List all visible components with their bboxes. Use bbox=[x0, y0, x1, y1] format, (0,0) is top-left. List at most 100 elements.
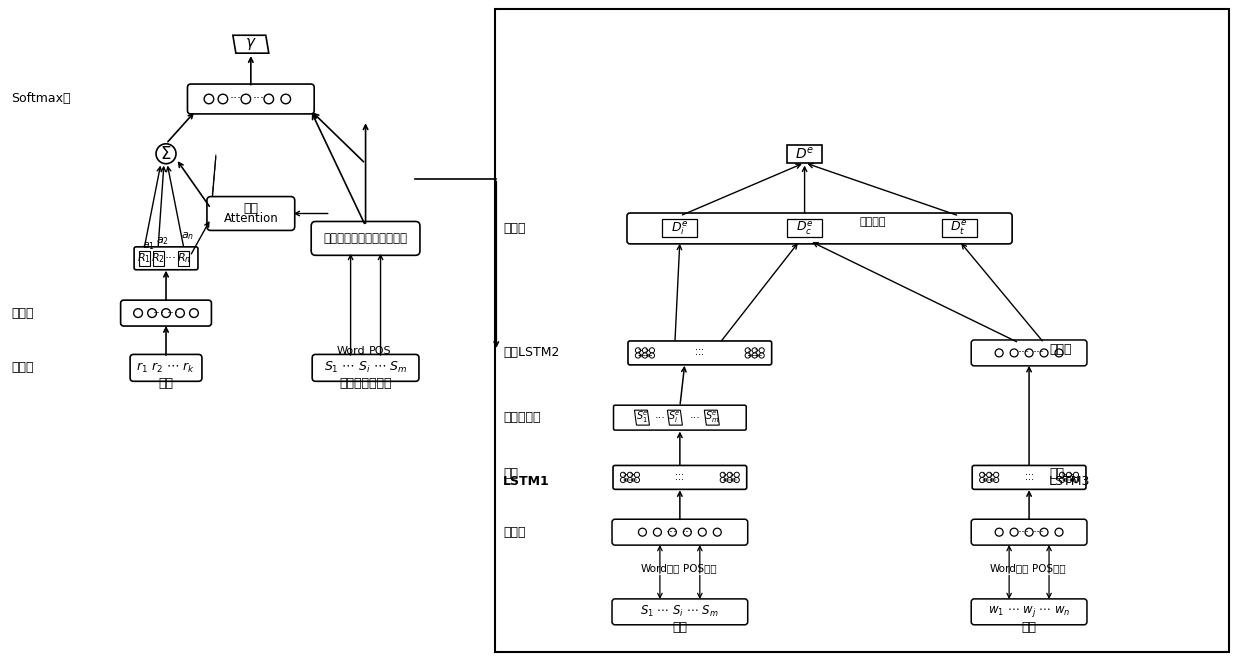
Text: 摘要: 摘要 bbox=[672, 621, 687, 635]
Text: $D_c^e$: $D_c^e$ bbox=[796, 220, 813, 237]
Text: Word索引: Word索引 bbox=[990, 564, 1029, 574]
Text: ···: ··· bbox=[666, 526, 678, 538]
Text: ···: ··· bbox=[1024, 475, 1034, 485]
Circle shape bbox=[1066, 472, 1071, 478]
Text: ···: ··· bbox=[676, 470, 684, 480]
FancyBboxPatch shape bbox=[614, 405, 746, 430]
Text: Attention: Attention bbox=[223, 212, 278, 225]
Circle shape bbox=[642, 353, 647, 358]
Circle shape bbox=[1011, 349, 1018, 357]
Text: 摘要和文章标题: 摘要和文章标题 bbox=[340, 377, 392, 390]
Text: ···: ··· bbox=[1033, 347, 1045, 359]
Text: POS索引: POS索引 bbox=[683, 564, 717, 574]
Circle shape bbox=[734, 478, 739, 482]
Circle shape bbox=[720, 472, 725, 478]
Text: 输入层: 输入层 bbox=[11, 361, 33, 374]
Circle shape bbox=[1025, 528, 1033, 536]
Circle shape bbox=[993, 472, 998, 478]
Circle shape bbox=[1074, 478, 1079, 482]
Bar bbox=[179, 251, 190, 266]
Circle shape bbox=[1040, 528, 1048, 536]
Circle shape bbox=[635, 353, 641, 358]
Text: $a_2$: $a_2$ bbox=[155, 235, 169, 246]
Bar bbox=[787, 220, 822, 237]
Circle shape bbox=[190, 309, 198, 317]
Circle shape bbox=[713, 528, 722, 536]
Text: $a_1$: $a_1$ bbox=[141, 240, 155, 252]
Text: 双向: 双向 bbox=[1049, 468, 1064, 480]
Text: 双向LSTM2: 双向LSTM2 bbox=[503, 347, 559, 359]
Circle shape bbox=[996, 349, 1003, 357]
Circle shape bbox=[281, 94, 290, 104]
Text: 知识: 知识 bbox=[243, 202, 258, 215]
Text: $\Sigma$: $\Sigma$ bbox=[160, 145, 171, 163]
Circle shape bbox=[1059, 472, 1065, 478]
Circle shape bbox=[635, 348, 641, 353]
Text: $D_t^e$: $D_t^e$ bbox=[951, 220, 968, 237]
Circle shape bbox=[639, 528, 646, 536]
Circle shape bbox=[218, 94, 228, 104]
Bar bbox=[941, 220, 977, 237]
Circle shape bbox=[642, 348, 647, 353]
Circle shape bbox=[650, 353, 655, 358]
Circle shape bbox=[650, 348, 655, 353]
Text: 句子级向量: 句子级向量 bbox=[503, 411, 541, 424]
Circle shape bbox=[653, 528, 661, 536]
Polygon shape bbox=[667, 410, 682, 425]
Circle shape bbox=[753, 348, 758, 353]
Polygon shape bbox=[233, 35, 269, 53]
FancyBboxPatch shape bbox=[627, 341, 771, 365]
Circle shape bbox=[698, 528, 707, 536]
Circle shape bbox=[635, 478, 640, 482]
Circle shape bbox=[727, 478, 733, 482]
FancyBboxPatch shape bbox=[613, 466, 746, 490]
Circle shape bbox=[987, 478, 992, 482]
Text: $\gamma$: $\gamma$ bbox=[246, 36, 257, 52]
Circle shape bbox=[156, 144, 176, 164]
FancyBboxPatch shape bbox=[207, 196, 295, 230]
Text: ···: ··· bbox=[153, 307, 165, 319]
Text: $w_1\ \cdots\ w_j\ \cdots\ w_n$: $w_1\ \cdots\ w_j\ \cdots\ w_n$ bbox=[988, 605, 1070, 619]
FancyBboxPatch shape bbox=[312, 355, 419, 381]
Text: ···: ··· bbox=[655, 413, 666, 423]
Circle shape bbox=[745, 348, 750, 353]
Text: 知识: 知识 bbox=[159, 377, 174, 390]
Circle shape bbox=[635, 472, 640, 478]
Text: POS索引: POS索引 bbox=[1032, 564, 1066, 574]
Circle shape bbox=[720, 478, 725, 482]
Text: $r_1\ r_2\ \cdots\ r_k$: $r_1\ r_2\ \cdots\ r_k$ bbox=[136, 361, 196, 375]
Circle shape bbox=[1074, 472, 1079, 478]
Circle shape bbox=[1055, 528, 1063, 536]
FancyBboxPatch shape bbox=[187, 84, 314, 114]
Bar bbox=[662, 220, 697, 237]
FancyBboxPatch shape bbox=[613, 599, 748, 625]
FancyBboxPatch shape bbox=[613, 519, 748, 545]
Text: ···: ··· bbox=[253, 92, 265, 106]
Text: ···: ··· bbox=[1018, 526, 1030, 538]
Text: ···: ··· bbox=[682, 526, 694, 538]
Circle shape bbox=[759, 353, 764, 358]
Circle shape bbox=[727, 472, 733, 478]
Text: ···: ··· bbox=[1024, 470, 1034, 480]
Circle shape bbox=[620, 472, 626, 478]
Text: Softmax层: Softmax层 bbox=[11, 92, 71, 106]
Circle shape bbox=[980, 478, 985, 482]
FancyBboxPatch shape bbox=[134, 247, 198, 270]
Circle shape bbox=[996, 528, 1003, 536]
Text: 学习文章基本语义的子模型: 学习文章基本语义的子模型 bbox=[324, 232, 408, 245]
Text: ···: ··· bbox=[165, 252, 177, 265]
Bar bbox=[495, 9, 1229, 652]
Circle shape bbox=[627, 478, 632, 482]
Text: ···: ··· bbox=[696, 345, 704, 355]
Text: 嵌入层: 嵌入层 bbox=[503, 526, 526, 538]
Circle shape bbox=[668, 528, 676, 536]
Text: POS: POS bbox=[370, 346, 392, 356]
Circle shape bbox=[627, 472, 632, 478]
Text: Word索引: Word索引 bbox=[640, 564, 680, 574]
Circle shape bbox=[205, 94, 213, 104]
Polygon shape bbox=[635, 410, 650, 425]
Circle shape bbox=[134, 309, 143, 317]
Text: 卷积层: 卷积层 bbox=[1049, 343, 1071, 357]
Circle shape bbox=[734, 472, 739, 478]
Circle shape bbox=[1059, 478, 1065, 482]
